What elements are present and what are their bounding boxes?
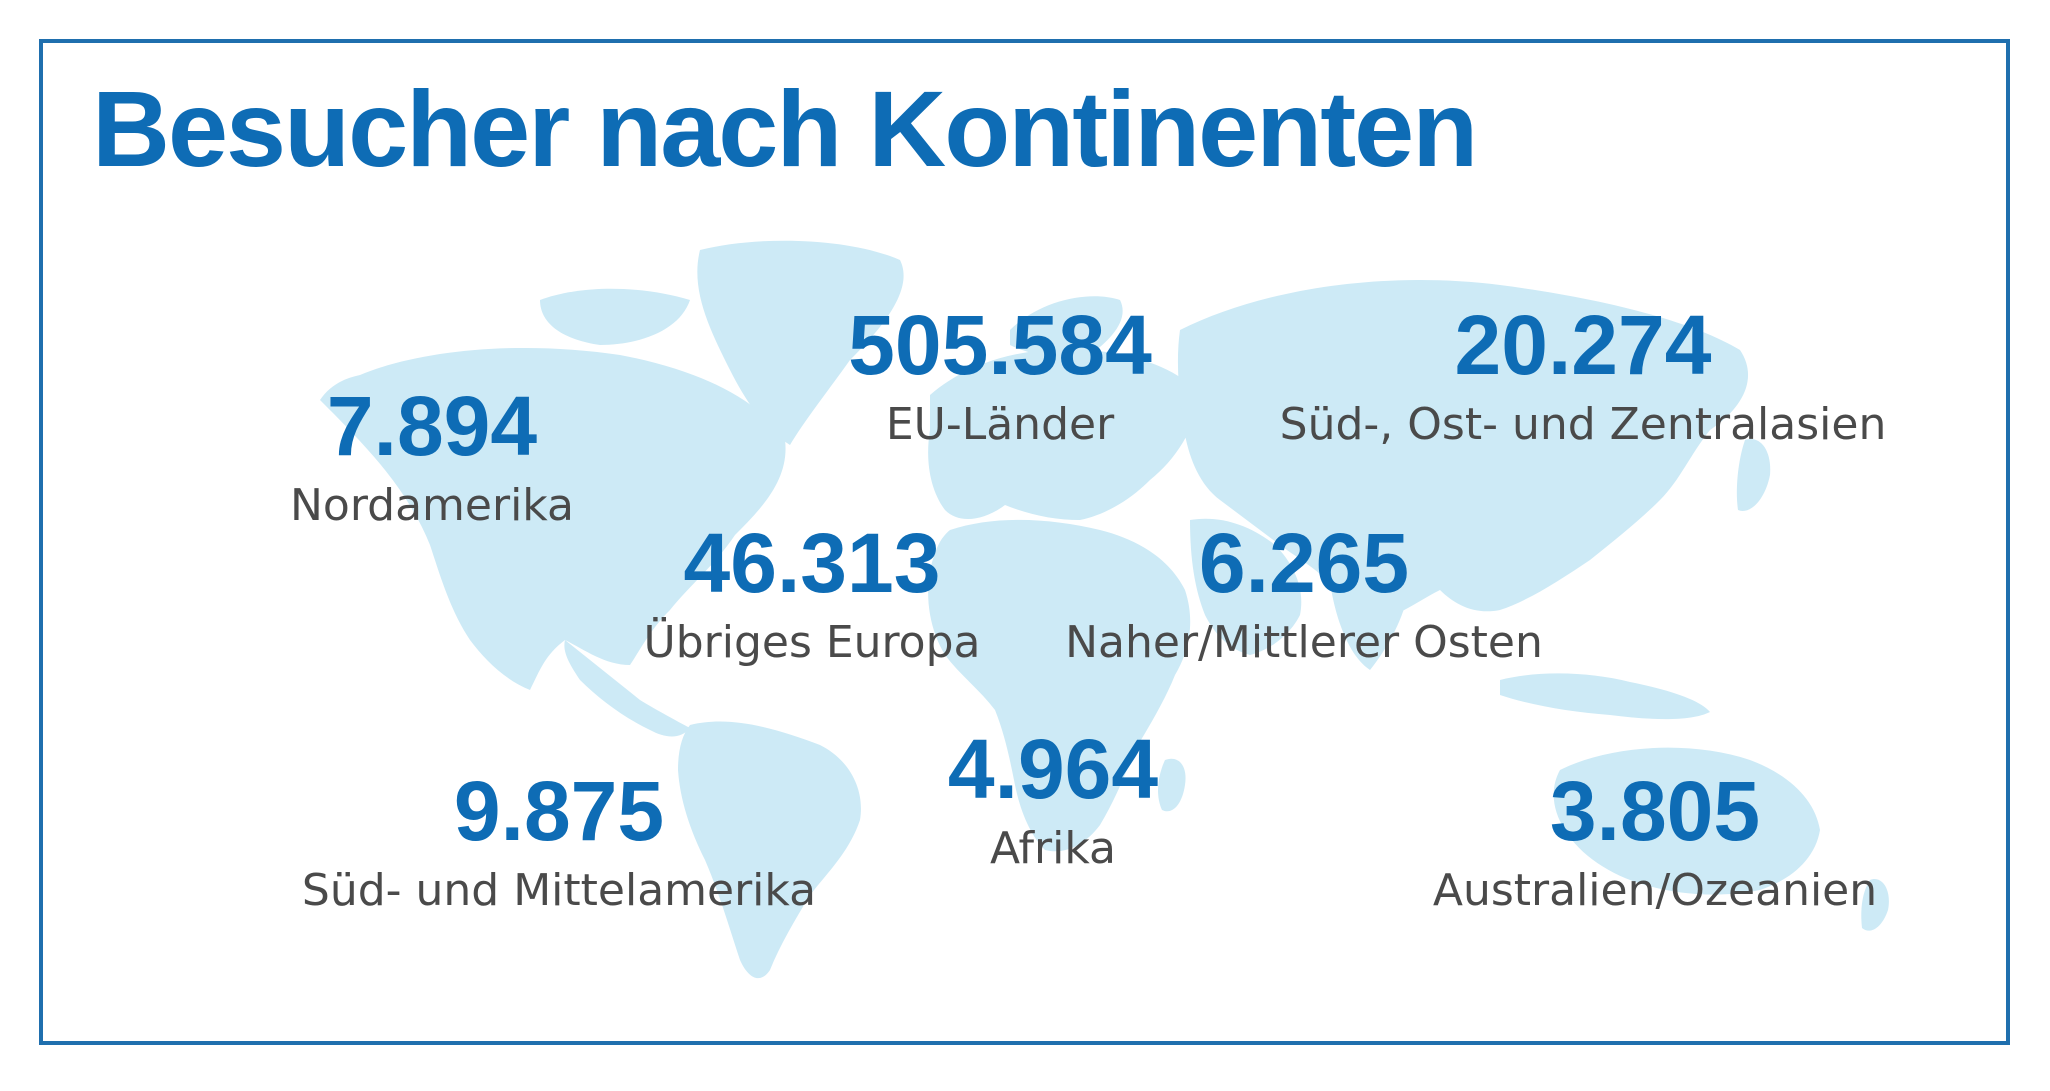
map-europe — [928, 349, 1200, 520]
map-north-america — [320, 347, 786, 690]
stat-value: 6.265 — [1198, 516, 1410, 610]
stat-value: 3.805 — [1549, 764, 1761, 858]
stat-eu: 505.584 EU-Länder — [848, 303, 1152, 449]
stat-value: 4.964 — [947, 722, 1159, 816]
stat-asien: 20.274 Süd-, Ost- und Zentralasien — [1280, 303, 1887, 449]
page-title: Besucher nach Kontinenten — [92, 68, 1478, 189]
stat-value: 46.313 — [683, 516, 941, 610]
map-japan — [1736, 439, 1771, 511]
map-greenland — [697, 240, 904, 445]
stat-label: Afrika — [989, 823, 1116, 874]
map-indonesia — [1500, 673, 1710, 720]
map-middle-east — [1190, 518, 1302, 655]
stat-nordamerika: 7.894 Nordamerika — [290, 384, 574, 530]
stat-label: Süd-, Ost- und Zentralasien — [1279, 399, 1887, 450]
stat-value: 505.584 — [848, 298, 1152, 392]
stat-label: Australien/Ozeanien — [1432, 865, 1878, 916]
stat-uebriges-europa: 46.313 Übriges Europa — [644, 521, 981, 667]
stat-afrika: 4.964 Afrika — [948, 727, 1158, 873]
stat-label: Nordamerika — [290, 480, 574, 531]
map-madagascar — [1158, 758, 1186, 812]
stat-label: Übriges Europa — [643, 617, 981, 668]
map-central-america — [564, 640, 690, 737]
stat-label: EU-Länder — [885, 399, 1115, 450]
map-india — [1329, 558, 1410, 670]
stat-label: Süd- und Mittelamerika — [301, 865, 817, 916]
map-australia — [1553, 747, 1820, 895]
stat-nahost: 6.265 Naher/Mittlerer Osten — [1065, 521, 1543, 667]
map-asia — [1177, 280, 1749, 621]
infographic-frame — [39, 39, 2010, 1045]
map-south-america — [678, 721, 861, 979]
stat-australien: 3.805 Australien/Ozeanien — [1433, 769, 1877, 915]
stat-value: 7.894 — [326, 379, 538, 473]
map-africa — [928, 519, 1191, 852]
map-scandinavia — [1010, 296, 1123, 357]
stat-label: Naher/Mittlerer Osten — [1065, 617, 1543, 668]
stat-value: 9.875 — [453, 764, 665, 858]
map-new-zealand — [1861, 879, 1889, 931]
stat-suedamerika: 9.875 Süd- und Mittelamerika — [302, 769, 816, 915]
map-arctic-islands — [540, 288, 690, 345]
stat-value: 20.274 — [1454, 298, 1712, 392]
